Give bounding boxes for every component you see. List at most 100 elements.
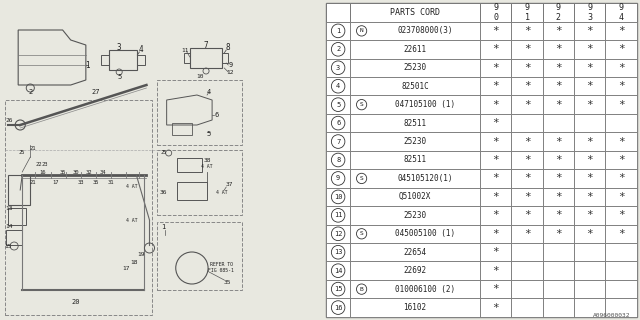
Text: *: * — [555, 155, 562, 165]
Bar — [605, 114, 637, 132]
Bar — [574, 243, 605, 261]
Bar — [543, 169, 574, 188]
Bar — [605, 59, 637, 77]
Bar — [574, 95, 605, 114]
Bar — [8, 208, 26, 225]
Text: 4 AT: 4 AT — [216, 189, 228, 195]
Bar — [574, 132, 605, 151]
Text: *: * — [586, 192, 593, 202]
Text: *: * — [586, 44, 593, 54]
Text: 12: 12 — [227, 70, 234, 76]
Bar — [511, 40, 543, 59]
Bar — [574, 59, 605, 77]
Bar — [574, 261, 605, 280]
Bar — [543, 188, 574, 206]
Text: 4 AT: 4 AT — [125, 218, 137, 222]
Bar — [350, 188, 480, 206]
Text: *: * — [586, 173, 593, 183]
Bar — [574, 298, 605, 317]
Text: FIG 085-1: FIG 085-1 — [208, 268, 234, 274]
Bar — [350, 77, 480, 95]
Bar — [184, 53, 190, 63]
Bar — [511, 95, 543, 114]
Text: *: * — [492, 26, 499, 36]
Bar — [326, 59, 350, 77]
Text: REFER TO: REFER TO — [210, 262, 233, 268]
Text: *: * — [492, 81, 499, 91]
Bar — [605, 206, 637, 225]
Bar — [605, 243, 637, 261]
Text: 20: 20 — [72, 299, 80, 305]
Bar — [480, 22, 511, 40]
Text: S: S — [360, 176, 364, 181]
Text: 1: 1 — [86, 60, 90, 69]
Text: 4 AT: 4 AT — [125, 185, 137, 189]
Text: 12: 12 — [334, 231, 342, 237]
Text: *: * — [524, 63, 531, 73]
Bar — [326, 132, 350, 151]
Bar — [605, 298, 637, 317]
Bar — [511, 188, 543, 206]
Text: 3: 3 — [336, 65, 340, 71]
Bar — [480, 95, 511, 114]
Text: *: * — [618, 210, 625, 220]
Text: 8: 8 — [226, 44, 230, 52]
Bar — [350, 151, 480, 169]
Text: *: * — [618, 229, 625, 239]
Bar — [543, 280, 574, 298]
Bar — [157, 150, 243, 215]
Bar — [543, 40, 574, 59]
Text: 13: 13 — [5, 205, 13, 211]
Bar — [574, 169, 605, 188]
Text: 4: 4 — [139, 45, 144, 54]
Bar — [605, 169, 637, 188]
Text: *: * — [618, 100, 625, 110]
Text: *: * — [618, 26, 625, 36]
Bar — [138, 55, 145, 65]
Text: *: * — [524, 44, 531, 54]
Bar — [511, 225, 543, 243]
Text: 82511: 82511 — [403, 119, 426, 128]
Text: 25: 25 — [19, 149, 26, 155]
Text: 2: 2 — [28, 89, 33, 95]
Text: *: * — [618, 173, 625, 183]
Text: *: * — [555, 63, 562, 73]
Bar — [222, 53, 228, 63]
Bar — [574, 280, 605, 298]
Bar — [326, 261, 350, 280]
Bar — [350, 3, 480, 22]
Bar — [543, 114, 574, 132]
Bar — [326, 206, 350, 225]
Text: 15: 15 — [4, 244, 12, 250]
Bar — [605, 225, 637, 243]
Text: 010006100 (2): 010006100 (2) — [396, 284, 456, 294]
Bar — [511, 169, 543, 188]
Bar — [511, 151, 543, 169]
Bar — [605, 77, 637, 95]
Text: 023708000(3): 023708000(3) — [397, 26, 453, 36]
Text: *: * — [492, 284, 499, 294]
Bar — [326, 280, 350, 298]
Text: *: * — [492, 229, 499, 239]
Text: *: * — [524, 210, 531, 220]
Bar — [574, 3, 605, 22]
Bar — [543, 225, 574, 243]
Bar — [543, 298, 574, 317]
Bar — [350, 169, 480, 188]
Text: 33: 33 — [77, 180, 84, 185]
Bar — [326, 225, 350, 243]
Text: A096000032: A096000032 — [593, 313, 630, 318]
Text: PARTS CORD: PARTS CORD — [390, 8, 440, 17]
Text: 17: 17 — [122, 266, 130, 270]
Text: 9
0: 9 0 — [493, 3, 498, 22]
Bar — [511, 3, 543, 22]
Bar — [605, 280, 637, 298]
Bar — [511, 298, 543, 317]
Bar — [480, 188, 511, 206]
Text: *: * — [555, 173, 562, 183]
Bar — [543, 132, 574, 151]
Bar — [326, 77, 350, 95]
Text: 35: 35 — [223, 279, 231, 284]
Text: *: * — [492, 247, 499, 257]
Text: 045105120(1): 045105120(1) — [397, 174, 453, 183]
